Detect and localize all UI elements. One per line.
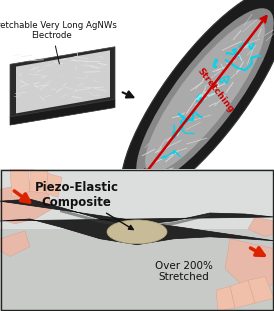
Bar bbox=[0, 169, 274, 229]
Polygon shape bbox=[0, 179, 52, 224]
Polygon shape bbox=[225, 239, 274, 288]
Polygon shape bbox=[16, 50, 110, 114]
Text: Piezo-Elastic
Composite: Piezo-Elastic Composite bbox=[35, 181, 133, 230]
Polygon shape bbox=[10, 99, 115, 125]
Bar bbox=[0, 229, 274, 311]
Text: Stretchable Very Long AgNWs
Electrode: Stretchable Very Long AgNWs Electrode bbox=[0, 21, 116, 64]
Polygon shape bbox=[46, 174, 62, 197]
Text: Over 200%
Stretched: Over 200% Stretched bbox=[155, 261, 213, 282]
Ellipse shape bbox=[121, 0, 274, 202]
Ellipse shape bbox=[136, 8, 274, 183]
Polygon shape bbox=[10, 169, 30, 197]
Polygon shape bbox=[248, 217, 274, 237]
Polygon shape bbox=[230, 280, 255, 308]
Polygon shape bbox=[216, 286, 235, 311]
Ellipse shape bbox=[145, 19, 265, 173]
Polygon shape bbox=[30, 169, 48, 193]
Polygon shape bbox=[0, 231, 30, 257]
Ellipse shape bbox=[107, 220, 167, 244]
Text: Stretching: Stretching bbox=[195, 66, 235, 114]
Polygon shape bbox=[0, 199, 274, 245]
Polygon shape bbox=[60, 209, 210, 229]
Polygon shape bbox=[10, 47, 115, 117]
Polygon shape bbox=[248, 276, 274, 303]
